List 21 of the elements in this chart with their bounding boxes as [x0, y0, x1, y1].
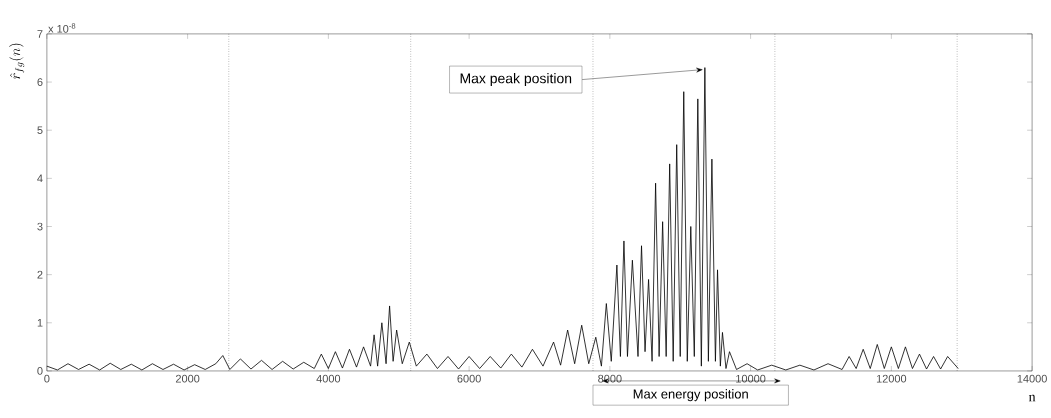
y-tick-label: 1 [37, 319, 43, 327]
annotation: Max peak position [460, 73, 572, 87]
x-tick-label: 2000 [175, 374, 200, 383]
text: Max energy position [633, 389, 748, 402]
x-axis-title: n [1028, 394, 1036, 402]
y-tick-label: 7 [37, 30, 43, 38]
x-tick-label: 0 [44, 374, 50, 383]
y-tick-label: 2 [37, 270, 43, 279]
x-tick-label: 6000 [457, 374, 481, 383]
x-tick-label: 10000 [736, 374, 766, 383]
y-tick-label: 3 [37, 222, 43, 231]
x-tick-label: 12000 [876, 374, 907, 383]
y-tick-label: 4 [37, 174, 43, 183]
y-tick-label: 0 [37, 367, 43, 375]
text: x 10$^{-8}$ [48, 23, 76, 33]
y-axis-title: $\hat{r}_{fg}(n)$ [9, 43, 25, 80]
y-tick-label: 6 [37, 78, 43, 87]
x-tick-label: 8000 [598, 374, 622, 383]
x-tick-label: 4000 [316, 374, 341, 383]
x-tick-label: 14000 [1017, 374, 1047, 383]
y-tick-label: 5 [37, 126, 43, 135]
